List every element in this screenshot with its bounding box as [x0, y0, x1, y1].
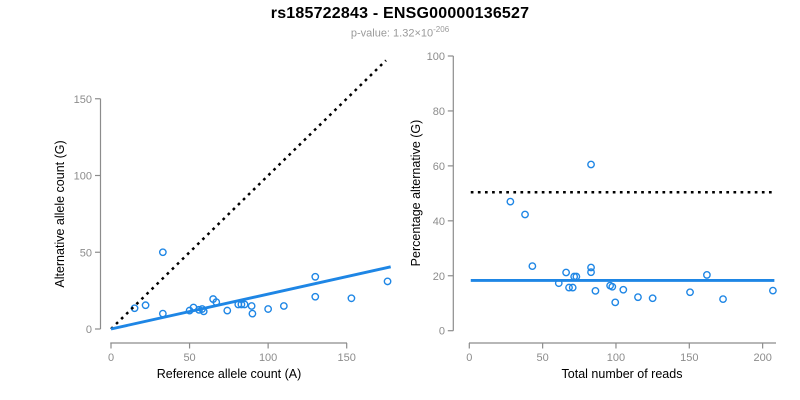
data-point	[719, 295, 727, 304]
y-tick-label: 60	[433, 161, 445, 173]
x-tick-label: 100	[607, 352, 625, 364]
x-tick-label: 150	[680, 352, 698, 364]
data-point	[347, 294, 356, 303]
data-point	[506, 197, 515, 206]
data-point	[611, 298, 620, 307]
data-point	[703, 271, 711, 279]
figure-subtitle: p-value: 1.32×10-206	[0, 25, 800, 40]
data-point	[240, 300, 249, 309]
data-point	[619, 285, 628, 294]
data-point	[587, 263, 595, 272]
pvalue-text: p-value: 1.32×10	[350, 27, 434, 40]
y-tick-label: 80	[433, 106, 445, 118]
y-tick-label: 100	[427, 51, 445, 63]
y-tick-label: 20	[433, 271, 445, 283]
data-point	[248, 309, 257, 318]
y-axis-title: Percentage alternative (G)	[409, 120, 423, 267]
data-point	[158, 248, 167, 257]
y-tick-label: 40	[433, 216, 445, 228]
data-point	[562, 268, 571, 277]
data-point	[247, 302, 256, 310]
y-tick-label: 0	[86, 324, 92, 336]
x-tick-label: 50	[537, 352, 549, 364]
data-point	[141, 301, 150, 310]
data-point	[223, 306, 232, 315]
x-tick-label: 0	[108, 352, 114, 364]
data-point	[264, 305, 273, 313]
x-axis-title: Reference allele count (A)	[157, 367, 302, 381]
regression-line	[110, 265, 392, 331]
data-point	[383, 277, 392, 286]
x-tick-label: 0	[466, 352, 472, 364]
data-point	[591, 286, 600, 295]
data-point	[565, 283, 573, 292]
data-point	[521, 210, 529, 219]
data-point	[648, 294, 657, 303]
data-point	[311, 272, 320, 281]
y-tick-label: 0	[439, 326, 445, 338]
y-tick-label: 100	[74, 171, 92, 183]
data-point	[279, 302, 288, 310]
data-point	[686, 288, 694, 297]
data-point	[587, 160, 595, 169]
x-tick-label: 100	[259, 352, 277, 364]
data-point	[311, 292, 320, 301]
data-point	[587, 268, 595, 277]
y-tick-label: 150	[74, 94, 92, 106]
data-point	[528, 262, 537, 271]
x-axis-title: Total number of reads	[562, 367, 683, 381]
data-point	[608, 282, 617, 291]
y-axis-title: Alternative allele count (G)	[53, 140, 67, 287]
data-point	[769, 286, 777, 295]
x-tick-label: 150	[338, 352, 356, 364]
x-tick-label: 200	[753, 352, 771, 364]
figure-title: rs185722843 - ENSG00000136527	[270, 5, 530, 22]
x-tick-label: 50	[183, 352, 195, 364]
data-point	[634, 293, 642, 302]
identity-line	[110, 59, 387, 330]
y-tick-label: 50	[80, 247, 92, 259]
data-point	[568, 283, 577, 292]
pvalue-exponent: -206	[433, 25, 450, 34]
